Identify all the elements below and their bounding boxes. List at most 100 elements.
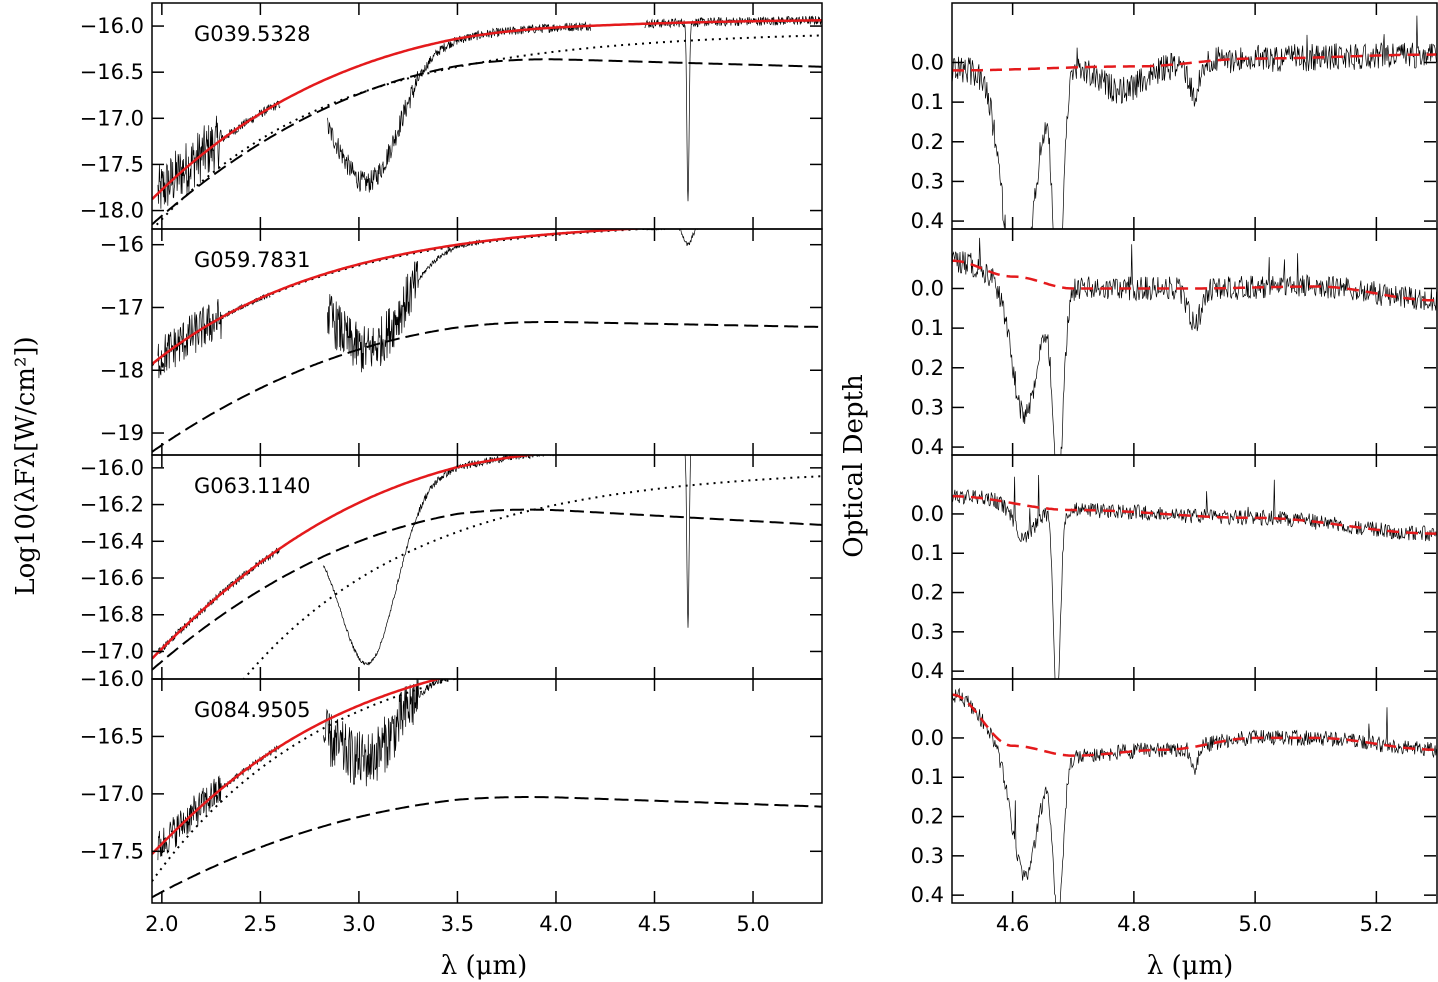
y-tick-label: 0.4 xyxy=(911,883,944,907)
panel-frame xyxy=(951,2,1438,230)
x-tick-label: 4.8 xyxy=(1117,912,1150,936)
y-tick-label: −16.5 xyxy=(80,724,144,748)
y-tick-label: 0.3 xyxy=(911,169,944,193)
optical-depth-panel: 0.0 0.1 0.2 0.3 0.4 xyxy=(911,454,1438,683)
y-tick-label: −17.5 xyxy=(80,152,144,176)
y-tick-label: −16.0 xyxy=(80,667,144,691)
y-tick-label: −16.2 xyxy=(80,493,144,517)
optical-depth-panel: 4.6 4.8 5.0 5.2 0.0 0.1 0.2 0.3 0.4 xyxy=(911,678,1438,936)
observed-spectrum xyxy=(157,679,449,861)
y-tick-label: −16.5 xyxy=(80,60,144,84)
plot-area xyxy=(152,229,822,453)
y-tick-label: −18 xyxy=(100,358,144,382)
y-tick-label: 0.0 xyxy=(911,502,944,526)
plot-area xyxy=(952,687,1437,903)
total-model-line xyxy=(152,19,822,201)
panel-source-name: G084.9505 xyxy=(194,698,310,722)
envelope-dotted-line xyxy=(152,229,663,366)
y-tick-label: 0.3 xyxy=(911,395,944,419)
y-tick-label: 0.3 xyxy=(911,844,944,868)
y-tick-label: −16.4 xyxy=(80,529,144,553)
y-tick-label: 0.1 xyxy=(911,541,944,565)
y-tick-label: −16.6 xyxy=(80,566,144,590)
photosphere-dashed-line xyxy=(152,321,822,453)
optical-depth-spectrum xyxy=(952,474,1437,679)
sed-panel: −17.0 −16.8 −16.6 −16.4 −16.2 −16.0 G063.1140 xyxy=(80,454,823,680)
optical-depth-spectrum xyxy=(952,687,1437,903)
continuum-baseline-line xyxy=(952,693,1437,757)
x-tick-label: 3.5 xyxy=(441,912,474,936)
y-tick-label: −17 xyxy=(100,295,144,319)
y-tick-label: −16 xyxy=(100,233,144,257)
optical-depth-panel: 0.0 0.1 0.2 0.3 0.4 xyxy=(911,2,1438,233)
y-tick-label: 0.2 xyxy=(911,805,944,829)
y-tick-label: −19 xyxy=(100,421,144,445)
envelope-dotted-line xyxy=(152,679,459,882)
continuum-baseline-line xyxy=(952,53,1437,72)
y-tick-label: 0.0 xyxy=(911,276,944,300)
total-model-line xyxy=(152,455,540,660)
y-tick-label: −17.0 xyxy=(80,106,144,130)
x-tick-label: 5.2 xyxy=(1360,912,1393,936)
continuum-baseline-line xyxy=(952,259,1437,302)
plot-area xyxy=(152,679,822,899)
panel-frame xyxy=(151,678,823,904)
x-tick-label: 2.0 xyxy=(145,912,178,936)
y-tick-label: −16.0 xyxy=(80,14,144,38)
y-tick-label: 0.0 xyxy=(911,50,944,74)
y-tick-label: −17.5 xyxy=(80,839,144,863)
right-x-axis-title: λ (μm) xyxy=(1147,951,1234,981)
plot-area xyxy=(952,237,1437,455)
y-tick-label: 0.1 xyxy=(911,90,944,114)
photosphere-dashed-line xyxy=(152,796,822,899)
continuum-baseline-line xyxy=(952,495,1437,535)
sed-panel: −19 −18 −17 −16 G059.7831 xyxy=(100,228,823,456)
x-tick-label: 4.6 xyxy=(996,912,1029,936)
left-y-axis-title: Log10(λFλ[W/cm²]) xyxy=(11,336,41,595)
y-tick-label: 0.2 xyxy=(911,130,944,154)
y-tick-label: 0.1 xyxy=(911,765,944,789)
sed-panel: −18.0 −17.5 −17.0 −16.5 −16.0 G039.5328 xyxy=(80,2,823,230)
y-tick-label: 0.4 xyxy=(911,435,944,459)
y-tick-label: 0.4 xyxy=(911,209,944,233)
plot-area xyxy=(952,15,1437,229)
panel-source-name: G039.5328 xyxy=(194,22,310,46)
total-model-line xyxy=(152,679,443,855)
observed-spectrum xyxy=(157,455,691,666)
y-tick-label: 0.2 xyxy=(911,581,944,605)
optical-depth-panel: 0.0 0.1 0.2 0.3 0.4 xyxy=(911,228,1438,459)
plot-area xyxy=(152,15,822,229)
photosphere-dashed-line xyxy=(152,58,822,226)
y-tick-label: 0.0 xyxy=(911,726,944,750)
y-tick-label: 0.1 xyxy=(911,316,944,340)
panel-frame xyxy=(951,454,1438,680)
y-tick-label: −18.0 xyxy=(80,199,144,223)
optical-depth-spectrum xyxy=(952,237,1437,455)
left-x-axis-title: λ (μm) xyxy=(441,951,528,981)
y-tick-label: 0.3 xyxy=(911,620,944,644)
y-tick-label: 0.4 xyxy=(911,659,944,683)
optical-depth-spectrum xyxy=(952,15,1437,229)
panel-frame xyxy=(951,678,1438,904)
x-tick-label: 3.0 xyxy=(342,912,375,936)
right-optical-depth-panels: 0.00.10.20.30.40.00.10.20.30.40.00.10.20… xyxy=(911,2,1438,936)
total-model-line xyxy=(152,229,652,366)
x-tick-label: 5.0 xyxy=(736,912,769,936)
x-tick-label: 4.0 xyxy=(539,912,572,936)
x-tick-label: 2.5 xyxy=(244,912,277,936)
sed-panel: 2.0 2.5 3.0 3.5 4.0 4.5 5.0 −17.5 −17.0 −16.5 −16.… xyxy=(80,667,823,936)
right-y-axis-title: Optical Depth xyxy=(839,374,869,558)
x-tick-label: 5.0 xyxy=(1238,912,1271,936)
envelope-dotted-line xyxy=(242,475,822,679)
y-tick-label: −16.0 xyxy=(80,456,144,480)
x-tick-label: 4.5 xyxy=(638,912,671,936)
y-tick-label: 0.2 xyxy=(911,356,944,380)
y-tick-label: −17.0 xyxy=(80,782,144,806)
panel-source-name: G063.1140 xyxy=(194,474,310,498)
y-tick-label: −16.8 xyxy=(80,603,144,627)
panel-source-name: G059.7831 xyxy=(194,248,310,272)
plot-area xyxy=(952,474,1437,679)
left-sed-panels: −18.0 −17.5 −17.0 −16.5 −16.0 G039.5328 −19 −18… xyxy=(80,2,823,936)
plot-area xyxy=(152,455,822,679)
